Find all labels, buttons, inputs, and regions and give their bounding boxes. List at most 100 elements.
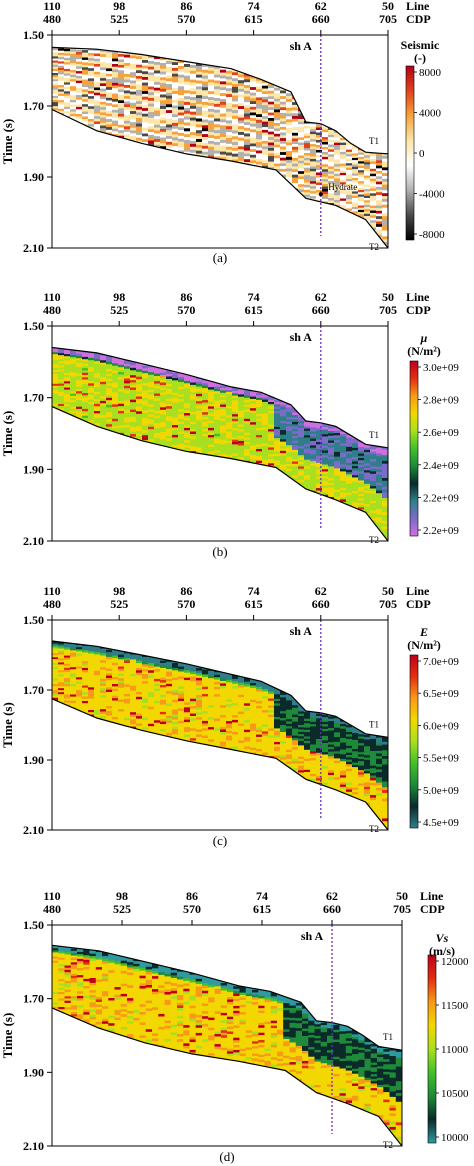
section-cell — [382, 463, 388, 468]
colorbar — [405, 65, 415, 241]
section-cell — [76, 369, 83, 372]
section-cell — [232, 388, 239, 392]
section-cell — [136, 658, 143, 662]
section-cell — [382, 506, 388, 510]
section-cell — [262, 462, 269, 465]
section-cell — [178, 725, 185, 729]
section-cell — [358, 172, 365, 176]
section-cell — [220, 128, 227, 132]
section-cell — [304, 123, 311, 127]
section-cell — [220, 148, 227, 153]
section-cell — [94, 118, 101, 122]
section-cell — [76, 378, 83, 381]
section-cell — [370, 478, 377, 482]
section-cell — [328, 200, 335, 204]
section-cell — [70, 705, 77, 708]
section-cell — [190, 421, 197, 425]
section-cell — [274, 406, 281, 410]
section-cell — [136, 101, 143, 105]
section-cell — [328, 198, 335, 202]
section-cell — [82, 55, 89, 59]
section-cell — [154, 403, 161, 407]
section-cell — [214, 708, 221, 712]
section-cell — [382, 458, 388, 462]
section-cell — [64, 649, 71, 653]
section-cell — [118, 687, 125, 691]
section-cell — [310, 445, 317, 449]
section-cell — [244, 421, 251, 424]
section-cell — [190, 123, 197, 127]
section-cell — [202, 151, 209, 156]
section-cell — [238, 443, 245, 447]
section-cell — [328, 466, 335, 470]
section-cell — [262, 96, 269, 101]
section-cell — [70, 352, 77, 356]
section-cell — [106, 390, 113, 394]
section-cell — [160, 419, 167, 423]
section-cell — [64, 51, 71, 54]
section-cell — [280, 425, 287, 429]
section-cell — [358, 505, 365, 508]
section-cell — [112, 691, 119, 695]
section-cell — [256, 133, 263, 138]
section-cell — [214, 133, 221, 137]
section-cell — [316, 182, 323, 186]
section-cell — [118, 372, 125, 376]
section-cell — [196, 156, 203, 160]
section-cell — [196, 150, 203, 155]
section-cell — [124, 686, 131, 690]
section-cell — [382, 526, 388, 530]
section-cell — [304, 455, 311, 459]
section-cell — [382, 216, 388, 220]
section-cell — [166, 416, 173, 420]
section-cell — [190, 377, 197, 381]
section-cell — [226, 108, 233, 113]
section-cell — [382, 466, 388, 471]
section-cell — [172, 685, 179, 689]
section-cell — [196, 118, 203, 122]
section-cell — [184, 734, 191, 738]
section-cell — [70, 696, 77, 700]
section-cell — [154, 82, 161, 86]
section-cell — [208, 685, 215, 689]
section-cell — [232, 81, 239, 85]
section-cell — [280, 168, 287, 173]
section-cell — [334, 468, 341, 472]
section-cell — [208, 423, 215, 427]
section-cell — [106, 87, 113, 91]
section-cell — [196, 401, 203, 405]
section-cell — [322, 191, 329, 195]
section-cell — [292, 155, 299, 159]
section-cell — [244, 411, 251, 415]
section-cell — [64, 372, 71, 376]
section-cell — [310, 156, 317, 160]
section-cell — [298, 471, 305, 474]
section-cell — [202, 414, 209, 418]
section-cell — [358, 471, 365, 475]
section-cell — [346, 165, 353, 169]
section-cell — [94, 422, 101, 426]
section-cell — [136, 696, 143, 700]
section-cell — [190, 703, 197, 707]
section-cell — [340, 438, 347, 442]
section-cell — [328, 435, 335, 439]
section-cell — [364, 166, 371, 170]
section-cell — [100, 88, 107, 92]
section-cell — [118, 111, 125, 115]
section-cell — [208, 396, 215, 400]
section-cell — [70, 644, 77, 647]
section-cell — [100, 408, 107, 411]
section-cell — [148, 419, 155, 423]
section-cell — [70, 86, 77, 90]
section-cell — [64, 102, 71, 106]
section-cell — [106, 113, 113, 118]
section-cell — [106, 414, 113, 418]
section-cell — [106, 694, 113, 698]
section-cell — [232, 115, 239, 120]
section-cell — [358, 507, 365, 511]
section-cell — [70, 395, 77, 399]
section-cell — [226, 682, 233, 686]
section-cell — [244, 444, 251, 448]
section-cell — [310, 465, 317, 469]
section-cell — [94, 370, 101, 374]
